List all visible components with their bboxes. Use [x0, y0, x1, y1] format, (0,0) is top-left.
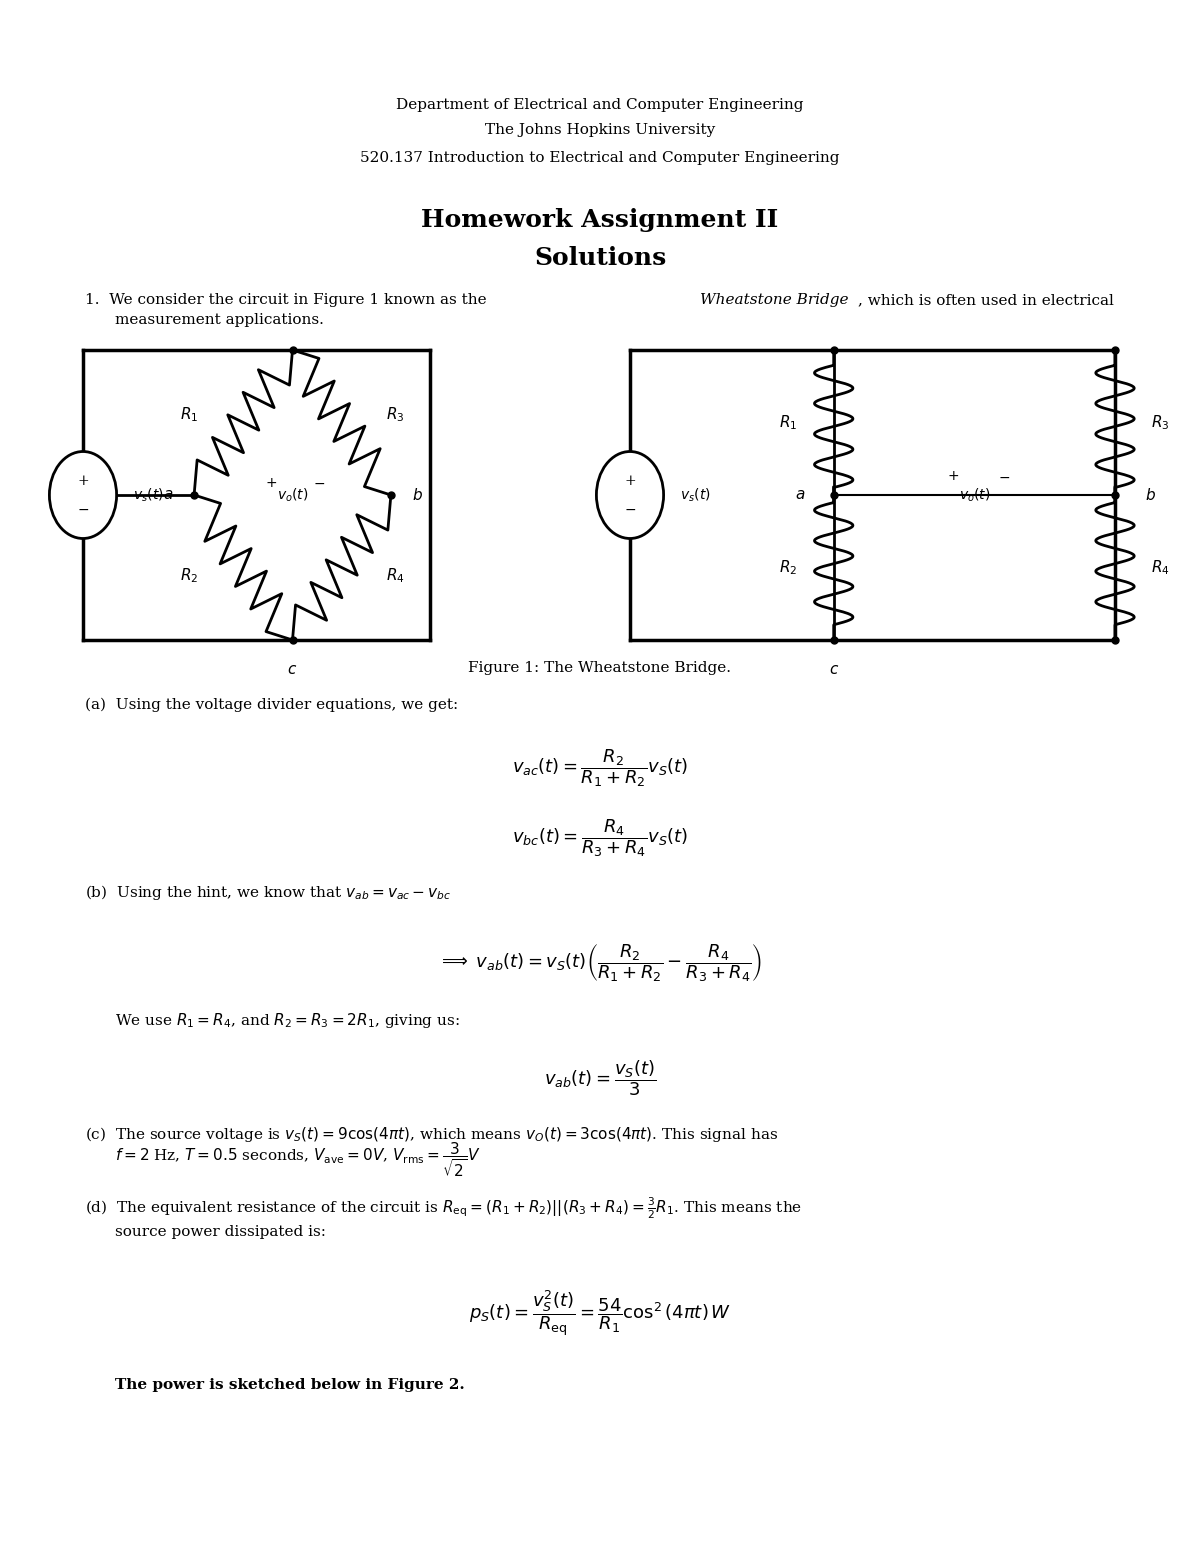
Text: The power is sketched below in Figure 2.: The power is sketched below in Figure 2. — [115, 1378, 464, 1391]
Text: $+$: $+$ — [265, 475, 277, 489]
Text: (d)  The equivalent resistance of the circuit is $R_{\mathrm{eq}} = (R_1 + R_2)|: (d) The equivalent resistance of the cir… — [85, 1196, 802, 1221]
Text: $v_{ac}(t) = \dfrac{R_2}{R_1 + R_2}v_S(t)$: $v_{ac}(t) = \dfrac{R_2}{R_1 + R_2}v_S(t… — [512, 747, 688, 789]
Text: $c$: $c$ — [288, 663, 298, 677]
Text: $R_4$: $R_4$ — [1151, 558, 1170, 576]
Text: $+$: $+$ — [947, 469, 959, 483]
Text: (c)  The source voltage is $v_S(t) = 9\cos(4\pi t)$, which means $v_O(t) = 3\cos: (c) The source voltage is $v_S(t) = 9\co… — [85, 1126, 778, 1145]
Text: We use $R_1 = R_4$, and $R_2 = R_3 = 2R_1$, giving us:: We use $R_1 = R_4$, and $R_2 = R_3 = 2R_… — [115, 1011, 460, 1030]
Text: $a$: $a$ — [162, 488, 173, 502]
Text: $R_3$: $R_3$ — [1151, 413, 1170, 432]
Text: $v_o(t)$: $v_o(t)$ — [959, 486, 990, 503]
Text: (b)  Using the hint, we know that $v_{ab} = v_{ac} - v_{bc}$: (b) Using the hint, we know that $v_{ab}… — [85, 884, 451, 902]
Text: measurement applications.: measurement applications. — [115, 314, 324, 328]
Text: $p_S(t) = \dfrac{v_S^2(t)}{R_{\mathrm{eq}}} = \dfrac{54}{R_1}\cos^2(4\pi t)\,W$: $p_S(t) = \dfrac{v_S^2(t)}{R_{\mathrm{eq… — [469, 1287, 731, 1339]
Text: $R_2$: $R_2$ — [180, 565, 198, 584]
Text: $-$: $-$ — [313, 475, 325, 489]
Text: 1.  We consider the circuit in Figure 1 known as the: 1. We consider the circuit in Figure 1 k… — [85, 294, 492, 307]
Text: $a$: $a$ — [794, 488, 805, 502]
Text: (a)  Using the voltage divider equations, we get:: (a) Using the voltage divider equations,… — [85, 697, 458, 713]
Text: Solutions: Solutions — [534, 245, 666, 270]
Text: $-$: $-$ — [77, 502, 89, 516]
Text: $v_s(t)$: $v_s(t)$ — [133, 486, 164, 503]
Text: $v_{ab}(t) = \dfrac{v_S(t)}{3}$: $v_{ab}(t) = \dfrac{v_S(t)}{3}$ — [544, 1058, 656, 1098]
Text: +: + — [624, 474, 636, 488]
Text: $-$: $-$ — [998, 469, 1010, 483]
Text: $v_{bc}(t) = \dfrac{R_4}{R_3 + R_4}v_S(t)$: $v_{bc}(t) = \dfrac{R_4}{R_3 + R_4}v_S(t… — [512, 817, 688, 859]
Circle shape — [596, 452, 664, 539]
Text: $v_s(t)$: $v_s(t)$ — [680, 486, 712, 503]
Text: +: + — [77, 474, 89, 488]
Text: $f = 2$ Hz, $T = 0.5$ seconds, $V_{\mathrm{ave}} = 0V$, $V_{\mathrm{rms}} = \dfr: $f = 2$ Hz, $T = 0.5$ seconds, $V_{\math… — [115, 1140, 480, 1179]
Text: $-$: $-$ — [624, 502, 636, 516]
Text: $b$: $b$ — [412, 488, 422, 503]
Text: The Johns Hopkins University: The Johns Hopkins University — [485, 123, 715, 137]
Text: $R_1$: $R_1$ — [180, 405, 198, 424]
Text: $R_3$: $R_3$ — [386, 405, 404, 424]
Text: $R_4$: $R_4$ — [386, 565, 406, 584]
Text: Department of Electrical and Computer Engineering: Department of Electrical and Computer En… — [396, 98, 804, 112]
Text: $b$: $b$ — [1145, 488, 1156, 503]
Text: Figure 1: The Wheatstone Bridge.: Figure 1: The Wheatstone Bridge. — [468, 662, 732, 676]
Circle shape — [49, 452, 116, 539]
Text: , which is often used in electrical: , which is often used in electrical — [858, 294, 1114, 307]
Text: 520.137 Introduction to Electrical and Computer Engineering: 520.137 Introduction to Electrical and C… — [360, 151, 840, 165]
Text: $R_2$: $R_2$ — [779, 558, 797, 576]
Text: $\Longrightarrow\; v_{ab}(t) = v_S(t)\left(\dfrac{R_2}{R_1 + R_2} - \dfrac{R_4}{: $\Longrightarrow\; v_{ab}(t) = v_S(t)\le… — [438, 943, 762, 983]
Text: Wheatstone Bridge: Wheatstone Bridge — [700, 294, 848, 307]
Text: $R_1$: $R_1$ — [779, 413, 797, 432]
Text: $c$: $c$ — [829, 663, 839, 677]
Text: Homework Assignment II: Homework Assignment II — [421, 208, 779, 231]
Text: $v_o(t)$: $v_o(t)$ — [277, 486, 308, 503]
Text: source power dissipated is:: source power dissipated is: — [115, 1225, 326, 1239]
